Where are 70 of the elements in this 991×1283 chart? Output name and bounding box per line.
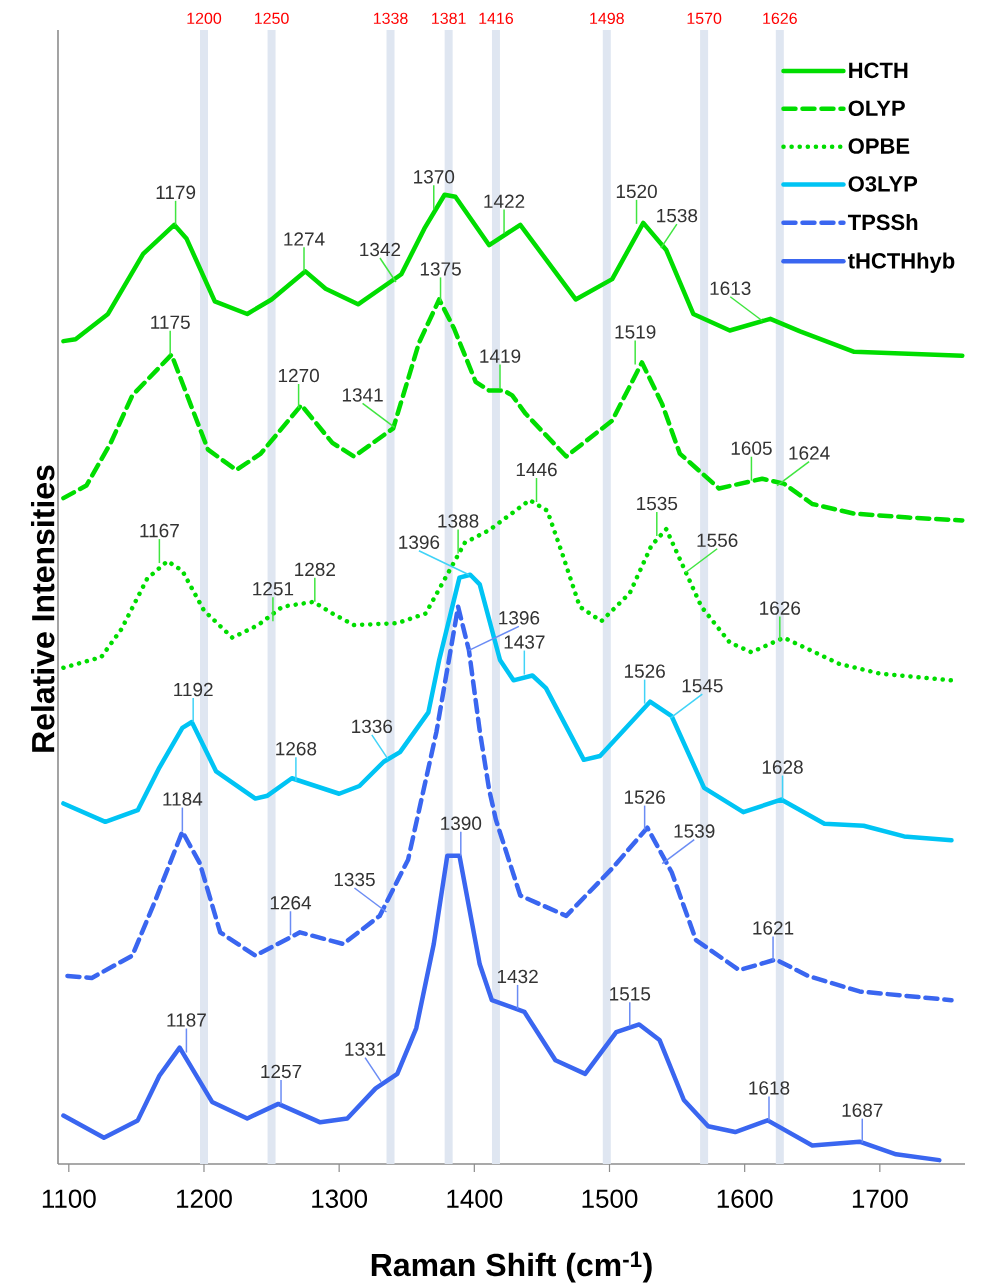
annotation: 1184 <box>163 792 203 806</box>
annotation: 1264 <box>270 896 312 910</box>
annotation: 1624 <box>789 446 830 460</box>
annotation: 1535 <box>637 496 678 511</box>
ref-line-label: 1200 <box>187 12 222 25</box>
annotation: 1396 <box>399 535 440 549</box>
annotation: 1187 <box>167 1013 206 1027</box>
annotation: 1556 <box>697 533 738 548</box>
x-tick-label: 1300 <box>312 1189 368 1208</box>
annotation: 1613 <box>710 281 751 296</box>
ref-line-label: 1416 <box>479 12 514 25</box>
annotation: 1422 <box>484 194 525 208</box>
ref-line-label: 1250 <box>254 12 289 25</box>
x-tick-label: 1600 <box>717 1189 773 1208</box>
annotation: 1396 <box>499 611 540 625</box>
annotation: 1370 <box>414 170 455 184</box>
annotation: 1437 <box>504 635 545 649</box>
ref-line-label: 1338 <box>373 12 408 25</box>
x-tick-label: 1500 <box>582 1189 638 1208</box>
annotation: 1342 <box>360 242 401 257</box>
annotation: 1519 <box>615 325 656 339</box>
annotation: 1539 <box>674 824 715 838</box>
annotation: 1628 <box>762 760 803 774</box>
legend-label: OPBE <box>848 138 910 154</box>
annotation: 1390 <box>441 816 482 831</box>
ref-line-label: 1626 <box>763 12 797 25</box>
annotation: 1432 <box>497 969 538 984</box>
annotation: 1687 <box>842 1103 883 1117</box>
annotation: 1446 <box>516 462 557 477</box>
annotation: 1538 <box>657 208 698 223</box>
ref-line-label: 1381 <box>432 12 466 25</box>
annotation: 1257 <box>261 1064 302 1079</box>
ref-line-label: 1498 <box>590 12 624 25</box>
x-tick-label: 1200 <box>177 1189 232 1208</box>
annotation: 1192 <box>174 682 213 697</box>
annotation: 1618 <box>749 1081 790 1095</box>
x-axis-title: Raman Shift (cm$^{-1}$) <box>371 1251 652 1283</box>
annotation: 1626 <box>760 601 801 615</box>
annotation: 1282 <box>295 562 335 577</box>
x-tick-label: 1700 <box>852 1189 908 1208</box>
annotation: 1331 <box>345 1042 386 1056</box>
annotation: 1341 <box>342 388 383 402</box>
x-tick-label: 1400 <box>447 1189 503 1208</box>
annotation: 1515 <box>610 987 651 1001</box>
legend-label: HCTH <box>849 62 908 79</box>
x-tick-label: 1100 <box>42 1189 96 1208</box>
legend-label: tHCTHhyb <box>847 252 955 273</box>
legend-label: TPSSh <box>847 213 918 231</box>
annotation: 1388 <box>438 514 479 528</box>
annotation: 1270 <box>278 368 319 383</box>
annotation: 1520 <box>616 184 657 199</box>
annotation: 1526 <box>624 790 665 804</box>
annotation: 1167 <box>140 523 179 538</box>
annotation: 1545 <box>682 679 723 693</box>
ref-line-label: 1570 <box>687 12 722 25</box>
annotation: 1179 <box>156 185 196 200</box>
annotation: 1621 <box>753 921 794 935</box>
annotation: 1526 <box>624 664 665 678</box>
annotation: 1419 <box>480 349 521 363</box>
legend-label: O3LYP <box>848 176 918 192</box>
annotation: 1251 <box>253 582 294 596</box>
annotation: 1375 <box>420 262 461 276</box>
annotation: 1175 <box>151 315 190 329</box>
legend-label: OLYP <box>848 100 905 116</box>
annotation: 1336 <box>352 719 393 734</box>
annotation: 1274 <box>284 232 325 246</box>
y-axis-title: Relative Intensities <box>30 465 55 752</box>
annotation: 1268 <box>276 741 317 756</box>
annotation: 1335 <box>334 872 375 887</box>
annotation: 1605 <box>731 441 772 455</box>
